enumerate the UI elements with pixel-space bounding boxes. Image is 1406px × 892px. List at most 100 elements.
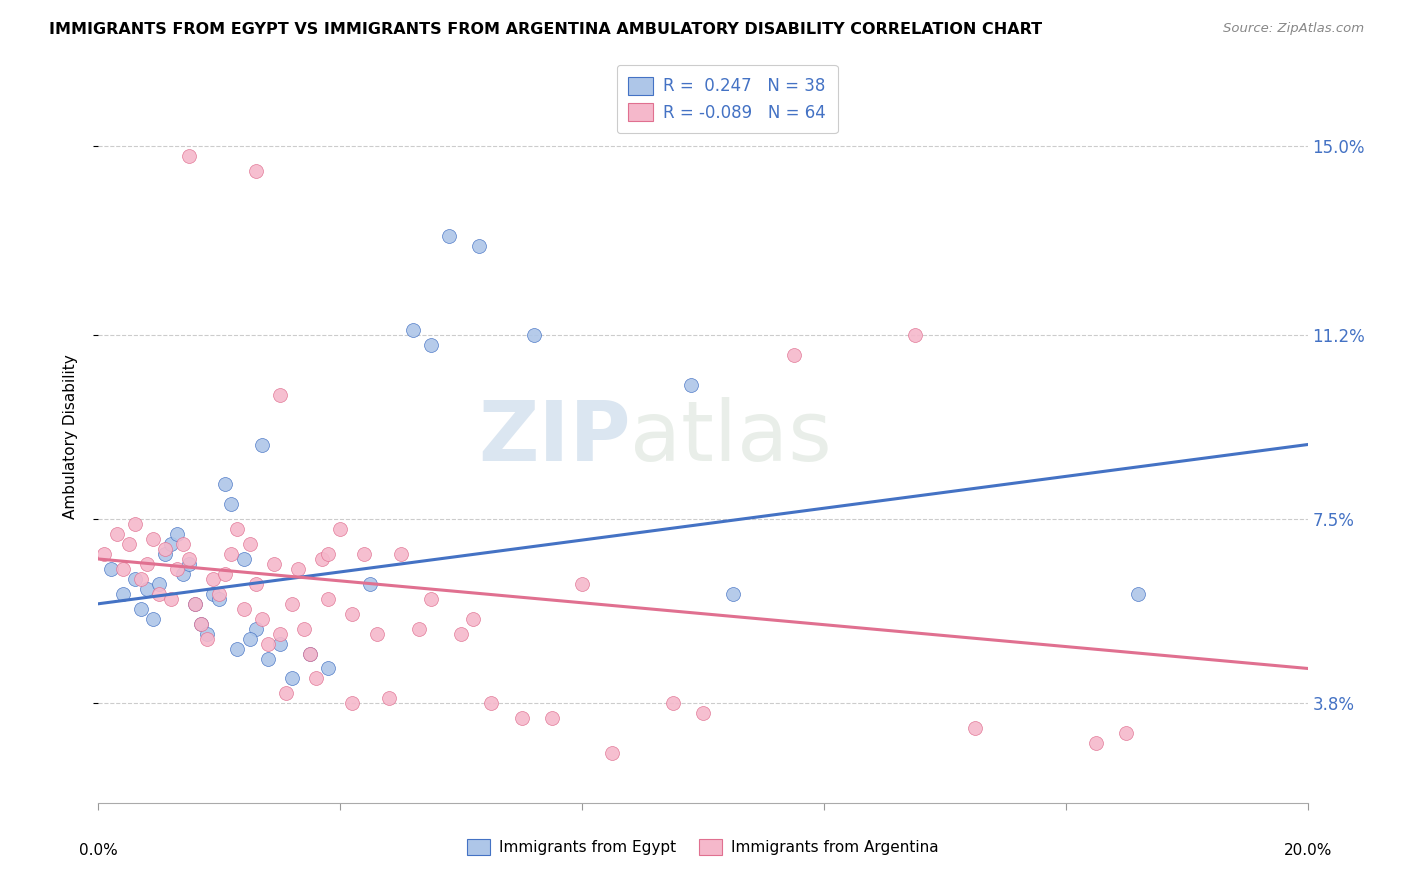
Point [299, 647, 322, 661]
Point [904, 328, 927, 343]
Point [783, 348, 806, 362]
Point [311, 552, 333, 566]
Point [463, 612, 485, 626]
Point [148, 577, 170, 591]
Point [256, 636, 278, 650]
Point [111, 587, 134, 601]
Point [135, 582, 157, 596]
Point [269, 388, 291, 402]
Point [190, 616, 212, 631]
Point [366, 626, 388, 640]
Point [965, 721, 987, 735]
Point [239, 632, 262, 646]
Point [468, 238, 491, 252]
Point [93, 547, 115, 561]
Point [184, 597, 207, 611]
Point [450, 626, 472, 640]
Point [1085, 736, 1108, 750]
Point [105, 527, 128, 541]
Point [142, 612, 165, 626]
Point [208, 591, 231, 606]
Point [1115, 726, 1137, 740]
Point [305, 672, 328, 686]
Point [250, 437, 273, 451]
Text: 0.0%: 0.0% [79, 843, 118, 858]
Point [166, 562, 188, 576]
Point [360, 577, 382, 591]
Point [571, 577, 593, 591]
Point [232, 552, 254, 566]
Point [287, 562, 309, 576]
Point [245, 577, 267, 591]
Point [160, 591, 183, 606]
Point [353, 547, 375, 561]
Point [172, 566, 194, 581]
Point [342, 696, 364, 710]
Point [184, 597, 207, 611]
Point [153, 542, 176, 557]
Point [540, 711, 562, 725]
Point [723, 587, 745, 601]
Text: Source: ZipAtlas.com: Source: ZipAtlas.com [1223, 22, 1364, 36]
Point [195, 626, 218, 640]
Point [679, 377, 702, 392]
Point [221, 497, 243, 511]
Point [281, 597, 304, 611]
Point [316, 547, 339, 561]
Point [179, 557, 201, 571]
Point [661, 696, 683, 710]
Point [269, 636, 291, 650]
Point [129, 601, 152, 615]
Point [481, 696, 503, 710]
Point [214, 477, 236, 491]
Point [263, 557, 285, 571]
Point [221, 547, 243, 561]
Point [111, 562, 134, 576]
Point [269, 626, 291, 640]
Point [437, 228, 460, 243]
Point [202, 572, 225, 586]
Point [226, 641, 249, 656]
Point [329, 522, 352, 536]
Point [124, 517, 146, 532]
Point [245, 164, 267, 178]
Point [256, 651, 278, 665]
Point [299, 647, 322, 661]
Point [316, 661, 339, 675]
Point [179, 552, 201, 566]
Point [195, 632, 218, 646]
Point [292, 622, 315, 636]
Point [377, 691, 399, 706]
Point [250, 612, 273, 626]
Point [420, 591, 443, 606]
Point [316, 591, 339, 606]
Point [692, 706, 714, 721]
Legend: Immigrants from Egypt, Immigrants from Argentina: Immigrants from Egypt, Immigrants from A… [461, 833, 945, 861]
Point [274, 686, 297, 700]
Point [179, 149, 201, 163]
Point [389, 547, 412, 561]
Point [153, 547, 176, 561]
Point [172, 537, 194, 551]
Text: 20.0%: 20.0% [1284, 843, 1331, 858]
Point [166, 527, 188, 541]
Text: atlas: atlas [630, 397, 832, 477]
Point [214, 566, 236, 581]
Point [142, 532, 165, 546]
Point [245, 622, 267, 636]
Y-axis label: Ambulatory Disability: Ambulatory Disability [63, 355, 77, 519]
Point [510, 711, 533, 725]
Point [226, 522, 249, 536]
Text: ZIP: ZIP [478, 397, 630, 477]
Point [602, 746, 624, 760]
Point [202, 587, 225, 601]
Point [118, 537, 141, 551]
Point [100, 562, 122, 576]
Point [239, 537, 262, 551]
Point [190, 616, 212, 631]
Point [232, 601, 254, 615]
Point [148, 587, 170, 601]
Point [523, 328, 546, 343]
Point [160, 537, 183, 551]
Point [342, 607, 364, 621]
